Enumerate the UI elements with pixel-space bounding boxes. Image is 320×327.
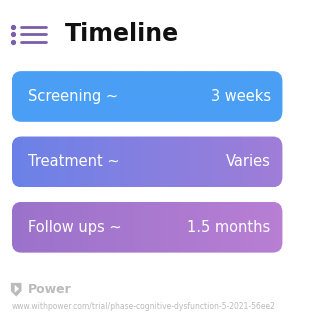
FancyBboxPatch shape (12, 71, 283, 122)
Text: Screening ~: Screening ~ (28, 89, 118, 104)
Text: Follow ups ~: Follow ups ~ (28, 220, 122, 235)
Text: 3 weeks: 3 weeks (211, 89, 271, 104)
Polygon shape (15, 285, 19, 293)
Text: Varies: Varies (226, 154, 271, 169)
Polygon shape (11, 283, 21, 297)
Text: www.withpower.com/trial/phase-cognitive-dysfunction-5-2021-56ee2: www.withpower.com/trial/phase-cognitive-… (12, 302, 276, 311)
Text: Treatment ~: Treatment ~ (28, 154, 120, 169)
FancyBboxPatch shape (12, 137, 283, 187)
Text: Power: Power (28, 283, 72, 296)
FancyBboxPatch shape (12, 202, 283, 252)
Text: Timeline: Timeline (65, 22, 179, 46)
Text: 1.5 months: 1.5 months (188, 220, 271, 235)
